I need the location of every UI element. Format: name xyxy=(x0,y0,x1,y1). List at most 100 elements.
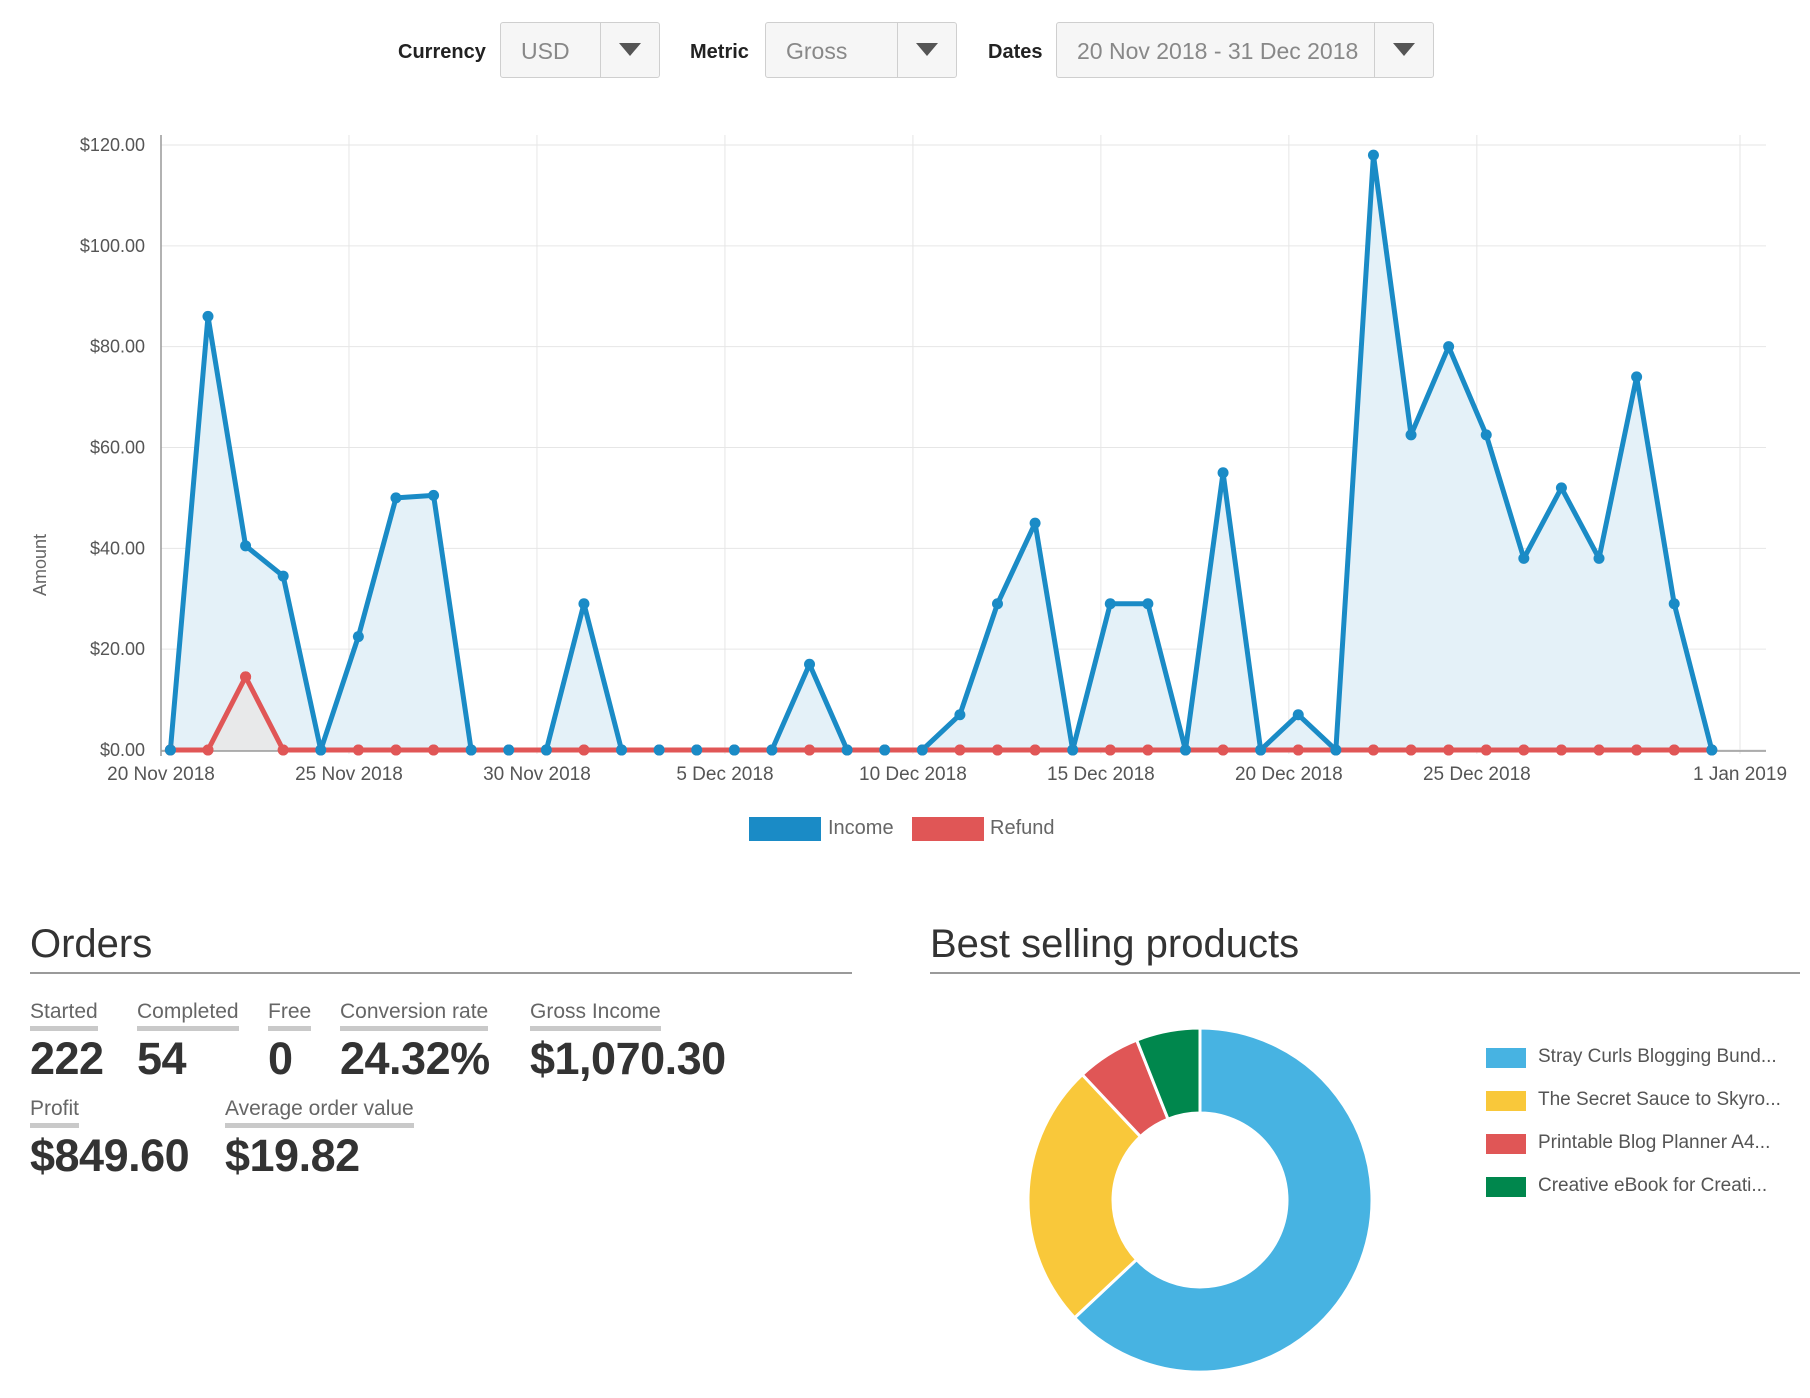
metric-value: Gross xyxy=(786,38,848,64)
data-point-income xyxy=(1443,341,1455,353)
x-tick-label: 25 Nov 2018 xyxy=(295,764,403,785)
data-point-refund xyxy=(1631,744,1643,756)
currency-dropdown-button[interactable] xyxy=(600,23,659,77)
data-point-income xyxy=(728,744,740,756)
data-point-refund xyxy=(1292,744,1304,756)
data-point-income xyxy=(1104,598,1116,610)
donut-legend-label-1: Stray Curls Blogging Bund... xyxy=(1538,1046,1777,1067)
data-point-income xyxy=(1255,744,1267,756)
y-axis-label: Amount xyxy=(30,534,50,596)
y-tick-label: $40.00 xyxy=(90,538,145,558)
y-tick-label: $60.00 xyxy=(90,438,145,458)
data-point-refund xyxy=(804,744,816,756)
dates-select[interactable]: 20 Nov 2018 - 31 Dec 2018 xyxy=(1056,22,1434,78)
data-point-refund xyxy=(954,744,966,756)
stat-conversion-rate: Conversion rate 24.32% xyxy=(340,1000,490,1085)
x-tick-label: 20 Dec 2018 xyxy=(1235,764,1343,785)
data-point-income xyxy=(1142,598,1154,610)
y-tick-label: $100.00 xyxy=(80,236,145,256)
data-point-income xyxy=(653,744,665,756)
x-tick-label: 1 Jan 2019 xyxy=(1693,764,1787,785)
orders-title: Orders xyxy=(30,922,153,966)
dates-value: 20 Nov 2018 - 31 Dec 2018 xyxy=(1077,38,1359,64)
data-point-refund xyxy=(1480,744,1492,756)
metric-select[interactable]: Gross xyxy=(765,22,957,78)
data-point-refund xyxy=(1217,744,1229,756)
stat-started-label: Started xyxy=(30,1000,98,1031)
x-tick-label: 5 Dec 2018 xyxy=(676,764,773,785)
data-point-income xyxy=(390,492,402,504)
stat-conversion-value: 24.32% xyxy=(340,1033,490,1084)
donut-legend-swatch-4 xyxy=(1486,1177,1526,1197)
legend-swatch-refund[interactable] xyxy=(912,817,984,841)
stat-profit-label: Profit xyxy=(30,1097,80,1128)
data-point-income xyxy=(1668,598,1680,610)
stat-free-label: Free xyxy=(268,1000,312,1031)
data-point-income xyxy=(1179,744,1191,756)
data-point-refund xyxy=(202,744,214,756)
stat-aov-value: $19.82 xyxy=(225,1130,360,1181)
data-point-income xyxy=(916,744,928,756)
data-point-refund xyxy=(1029,744,1041,756)
data-point-income xyxy=(691,744,703,756)
data-point-income xyxy=(503,744,515,756)
data-point-refund xyxy=(1142,744,1154,756)
dates-dropdown-button[interactable] xyxy=(1374,23,1433,77)
legend-label-refund[interactable]: Refund xyxy=(990,817,1055,839)
legend-swatch-income[interactable] xyxy=(749,817,821,841)
data-point-income xyxy=(1405,429,1417,441)
data-point-refund xyxy=(578,744,590,756)
donut-slice-4[interactable] xyxy=(1134,1026,1202,1122)
donut-legend-swatch-2 xyxy=(1486,1091,1526,1111)
data-point-refund xyxy=(1555,744,1567,756)
data-point-refund xyxy=(1593,744,1605,756)
data-point-income xyxy=(616,744,628,756)
stat-profit-value: $849.60 xyxy=(30,1130,190,1181)
donut-legend-swatch-1 xyxy=(1486,1048,1526,1068)
data-point-refund xyxy=(240,671,252,683)
donut-legend-label-2: The Secret Sauce to Skyro... xyxy=(1538,1089,1781,1110)
data-point-income xyxy=(428,489,440,501)
legend-label-income[interactable]: Income xyxy=(828,817,894,839)
metric-dropdown-button[interactable] xyxy=(897,23,956,77)
data-point-refund xyxy=(428,744,440,756)
data-point-income xyxy=(1217,467,1229,479)
income-refund-chart: $0.00 $20.00 $40.00 $60.00 $80.00 $100.00 $120… xyxy=(30,135,1787,785)
stat-completed: Completed 54 xyxy=(137,1000,239,1085)
stat-average-order-value: Average order value $19.82 xyxy=(225,1097,414,1182)
data-point-income xyxy=(465,744,477,756)
x-tick-label: 30 Nov 2018 xyxy=(483,764,591,785)
data-point-income xyxy=(164,744,176,756)
donut-legend-swatch-3 xyxy=(1486,1134,1526,1154)
y-tick-label: $80.00 xyxy=(90,337,145,357)
data-point-income xyxy=(991,598,1003,610)
currency-label: Currency xyxy=(398,41,486,63)
orders-divider xyxy=(30,972,852,974)
data-point-income xyxy=(352,631,364,643)
x-tick-label: 20 Nov 2018 xyxy=(107,764,215,785)
series-line-income xyxy=(167,152,1715,753)
x-tick-label: 10 Dec 2018 xyxy=(859,764,967,785)
donut-slice-2[interactable] xyxy=(1026,1072,1143,1320)
data-point-refund xyxy=(1104,744,1116,756)
donut-slice-1[interactable] xyxy=(1072,1026,1374,1374)
data-point-income xyxy=(315,744,327,756)
stat-started-value: 222 xyxy=(30,1033,104,1084)
stat-conversion-label: Conversion rate xyxy=(340,1000,489,1031)
data-point-income xyxy=(1367,149,1379,161)
data-point-refund xyxy=(1443,744,1455,756)
stat-completed-label: Completed xyxy=(137,1000,239,1031)
data-point-refund xyxy=(991,744,1003,756)
stat-free: Free 0 xyxy=(268,1000,312,1085)
stat-gross-income: Gross Income $1,070.30 xyxy=(530,1000,726,1085)
chevron-down-icon xyxy=(619,43,641,56)
data-point-refund xyxy=(1405,744,1417,756)
donut-legend-label-3: Printable Blog Planner A4... xyxy=(1538,1132,1771,1153)
data-point-income xyxy=(1706,744,1718,756)
data-point-income xyxy=(540,744,552,756)
stat-gross-label: Gross Income xyxy=(530,1000,661,1031)
stat-free-value: 0 xyxy=(268,1033,293,1084)
currency-select[interactable]: USD xyxy=(500,22,660,78)
best-selling-divider xyxy=(930,972,1800,974)
chart-legend: Income Refund xyxy=(0,814,1810,844)
